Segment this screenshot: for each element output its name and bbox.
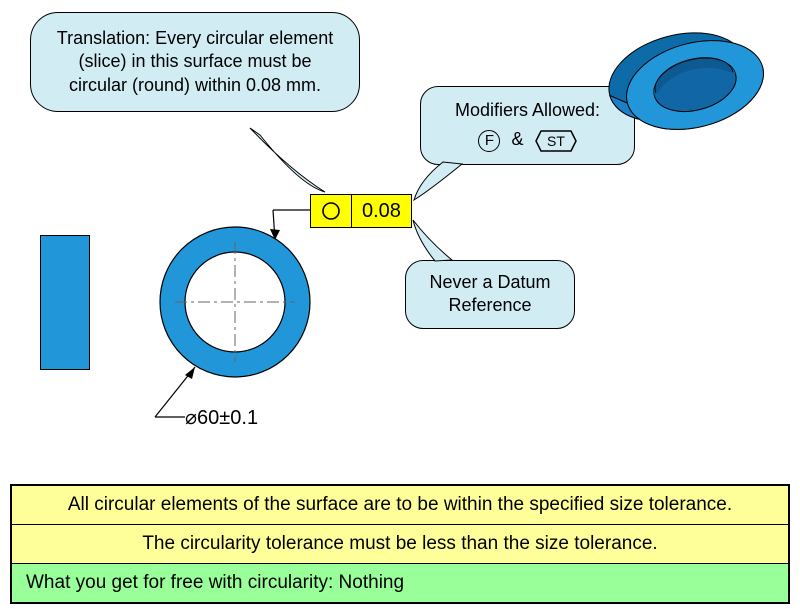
translation-callout: Translation: Every circular element (sli…: [30, 12, 360, 112]
translation-text: Translation: Every circular element (sli…: [57, 28, 333, 95]
iso-ring-view: [600, 0, 800, 180]
front-ring-view: [145, 212, 325, 392]
modifier-f-icon: F: [478, 130, 500, 152]
table-cell: The circularity tolerance must be less t…: [11, 525, 789, 564]
fcf-tolerance-value: 0.08: [362, 200, 401, 223]
modifiers-symbols: F & ST: [437, 128, 618, 151]
table-cell: All circular elements of the surface are…: [11, 485, 789, 525]
modifier-st-icon: ST: [535, 130, 577, 152]
table-cell: What you get for free with circularity: …: [11, 564, 789, 604]
modifier-amp: &: [511, 129, 523, 149]
datum-callout: Never a Datum Reference: [405, 260, 575, 329]
diameter-symbol-icon: ⌀: [185, 407, 197, 429]
table-row: All circular elements of the surface are…: [11, 485, 789, 525]
side-view: [40, 235, 90, 370]
datum-text: Never a Datum Reference: [429, 272, 550, 315]
feature-control-frame: 0.08: [310, 194, 412, 228]
modifiers-title: Modifiers Allowed:: [437, 99, 618, 122]
table-row: What you get for free with circularity: …: [11, 564, 789, 604]
diameter-dimension: ⌀60±0.1: [185, 405, 258, 430]
fcf-tolerance-cell: 0.08: [352, 195, 411, 227]
dimension-value: 60±0.1: [197, 407, 258, 429]
svg-text:ST: ST: [547, 133, 565, 149]
table-row: The circularity tolerance must be less t…: [11, 525, 789, 564]
notes-table: All circular elements of the surface are…: [10, 484, 790, 604]
